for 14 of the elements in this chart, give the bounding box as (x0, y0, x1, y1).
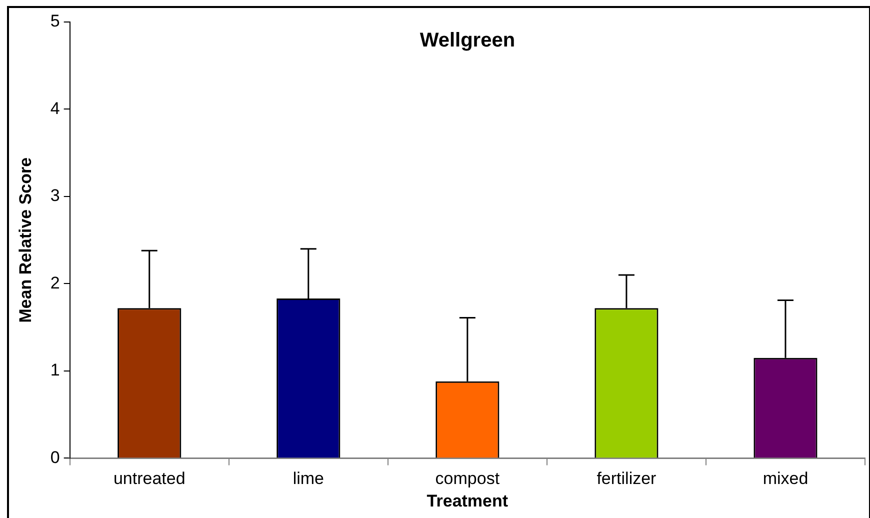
x-tick-label: compost (435, 469, 500, 488)
x-tick-label: fertilizer (596, 469, 657, 488)
y-tick-label: 4 (50, 98, 60, 118)
y-tick-label: 3 (50, 186, 60, 206)
x-tick-label: lime (292, 469, 324, 488)
x-tick-label: mixed (762, 469, 808, 488)
x-axis-title: Treatment (426, 491, 508, 510)
y-tick-label: 1 (50, 360, 60, 380)
x-tick-label: untreated (113, 469, 186, 488)
chart-title: Wellgreen (420, 30, 516, 52)
y-axis-title: Mean Relative Score (16, 157, 35, 323)
y-tick-label: 0 (50, 448, 60, 467)
y-tick-label: 2 (50, 273, 60, 292)
y-tick-label: 5 (50, 12, 60, 31)
